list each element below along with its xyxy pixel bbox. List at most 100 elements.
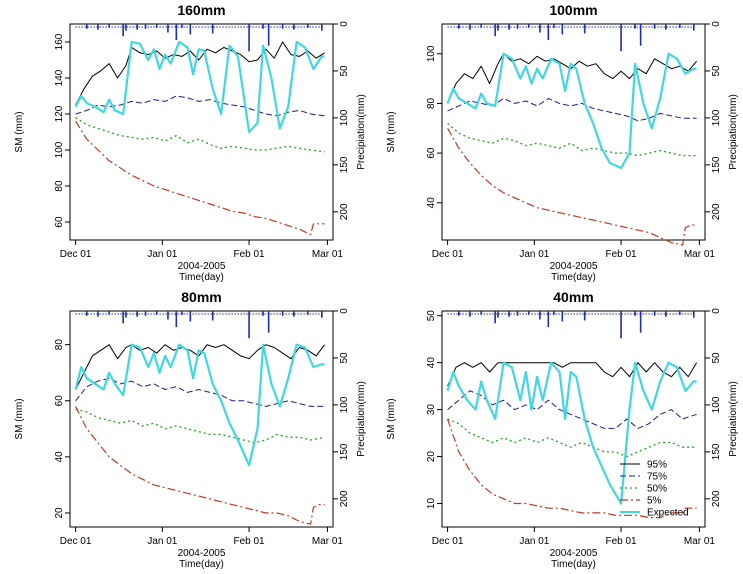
y2-tick-label: 0 [339,21,350,27]
chart-svg: 80mm 20 40 60 80 SM (mm) 0 50 100 150 200 Precipiat… [14,289,367,570]
x-tick-label: Jan 01 [519,536,549,547]
y-tick-label: 160 [54,33,65,50]
series-line-50pct [75,117,325,153]
x-tick-label: Dec 01 [432,249,464,260]
x-tick-label: Mar 01 [312,536,344,547]
y-tick-label: 60 [426,147,437,159]
y2-tick-label: 150 [711,443,722,460]
series-line-50pct [447,418,697,458]
x-tick-label: Feb 01 [233,249,265,260]
x-axis-label-time: Time(day) [551,559,596,570]
y2-tick-label: 100 [711,396,722,413]
y2-tick-label: 100 [339,396,350,413]
y2-tick-label: 200 [339,203,350,220]
y2-tick-label: 50 [711,352,722,364]
chart-panel-40mm: 40mm 10 20 30 40 50 SM (mm) 0 50 100 150 200 Precipi… [372,287,743,574]
x-tick-label: Dec 01 [60,536,92,547]
y-tick-label: 10 [426,498,437,510]
y-axis-label: SM (mm) [386,111,397,152]
y2-tick-label: 0 [711,308,722,314]
x-axis-label-years: 2004-2005 [178,548,226,559]
chart-svg: 40mm 10 20 30 40 50 SM (mm) 0 50 100 150 200 Precipi… [386,289,739,570]
plot-frame [69,23,334,241]
x-axis-label-years: 2004-2005 [178,261,226,272]
legend-label: Expected [647,508,689,519]
series-line-75pct [447,98,697,122]
x-tick-label: Jan 01 [147,536,177,547]
y-tick-label: 60 [54,395,65,407]
chart-svg: 100mm 40 60 80 100 SM (mm) 0 50 100 150 200 Precipi… [386,2,739,283]
legend-label: 75% [647,472,667,483]
y-tick-label: 140 [54,69,65,86]
series-line-5pct [447,418,697,519]
chart-panel-80mm: 80mm 20 40 60 80 SM (mm) 0 50 100 150 200 Precipiat… [0,287,371,574]
series-line-5pct [75,120,325,236]
y-tick-label: 40 [426,357,437,369]
x-tick-label: Mar 01 [312,249,344,260]
chart-svg: 160mm 60 80 100 120 140 160 SM (mm) 0 50 100 150 200… [14,2,367,283]
y2-tick-label: 100 [339,109,350,126]
plot-frame [441,23,706,241]
y-tick-label: 20 [54,507,65,519]
y-tick-label: 100 [426,45,437,62]
legend-label: 95% [647,460,667,471]
x-axis-label-years: 2004-2005 [550,261,598,272]
series-line-75pct [75,95,325,117]
x-tick-label: Mar 01 [684,536,716,547]
y-tick-label: 120 [54,105,65,122]
y2-tick-label: 200 [339,490,350,507]
series-line-95pct [75,41,325,106]
x-tick-label: Jan 01 [519,249,549,260]
y2-tick-label: 150 [339,443,350,460]
y2-axis-label: Precipiation(mm) [356,381,367,457]
series-line-50pct [447,122,697,157]
y2-tick-label: 0 [339,308,350,314]
x-tick-label: Dec 01 [432,536,464,547]
x-axis-label-time: Time(day) [179,272,224,283]
chart-title: 40mm [553,289,593,305]
series-line-5pct [447,128,697,246]
plot-frame [441,310,706,528]
y-tick-label: 60 [54,216,65,228]
legend-label: 5% [647,496,662,507]
y2-tick-label: 200 [711,203,722,220]
y-tick-label: 80 [54,180,65,192]
series-line-95pct [447,362,698,387]
y2-tick-label: 100 [711,109,722,126]
series-line-expected [74,40,325,134]
y-axis-label: SM (mm) [14,111,25,152]
y-tick-label: 40 [426,197,437,209]
series-line-95pct [447,53,697,104]
chart-title: 160mm [177,2,225,18]
chart-title: 80mm [181,289,221,305]
series-line-75pct [75,377,325,407]
x-tick-label: Feb 01 [233,536,265,547]
y2-tick-label: 50 [711,65,722,77]
y2-tick-label: 50 [339,352,350,364]
y2-tick-label: 50 [339,65,350,77]
x-axis-label-years: 2004-2005 [550,548,598,559]
y2-axis-label: Precipiation(mm) [356,94,367,170]
x-axis-label-time: Time(day) [179,559,224,570]
y2-axis-label: Precipiation(mm) [728,381,739,457]
y-tick-label: 50 [426,310,437,322]
y-tick-label: 80 [426,97,437,109]
y-axis-label: SM (mm) [386,398,397,439]
y2-tick-label: 200 [711,490,722,507]
x-tick-label: Jan 01 [147,249,177,260]
x-tick-label: Feb 01 [605,249,637,260]
legend-label: 50% [647,484,667,495]
x-tick-label: Dec 01 [60,249,92,260]
x-axis-label-time: Time(day) [551,272,596,283]
y2-axis-label: Precipiation(mm) [728,94,739,170]
y-tick-label: 20 [426,451,437,463]
plot-frame [69,310,334,528]
x-tick-label: Mar 01 [684,249,716,260]
y-tick-label: 100 [54,141,65,158]
y-axis-label: SM (mm) [14,398,25,439]
y-tick-label: 40 [54,451,65,463]
series-line-75pct [447,390,697,429]
chart-panel-160mm: 160mm 60 80 100 120 140 160 SM (mm) 0 50 100 150 200… [0,0,371,287]
y2-tick-label: 150 [339,156,350,173]
y2-tick-label: 150 [711,156,722,173]
